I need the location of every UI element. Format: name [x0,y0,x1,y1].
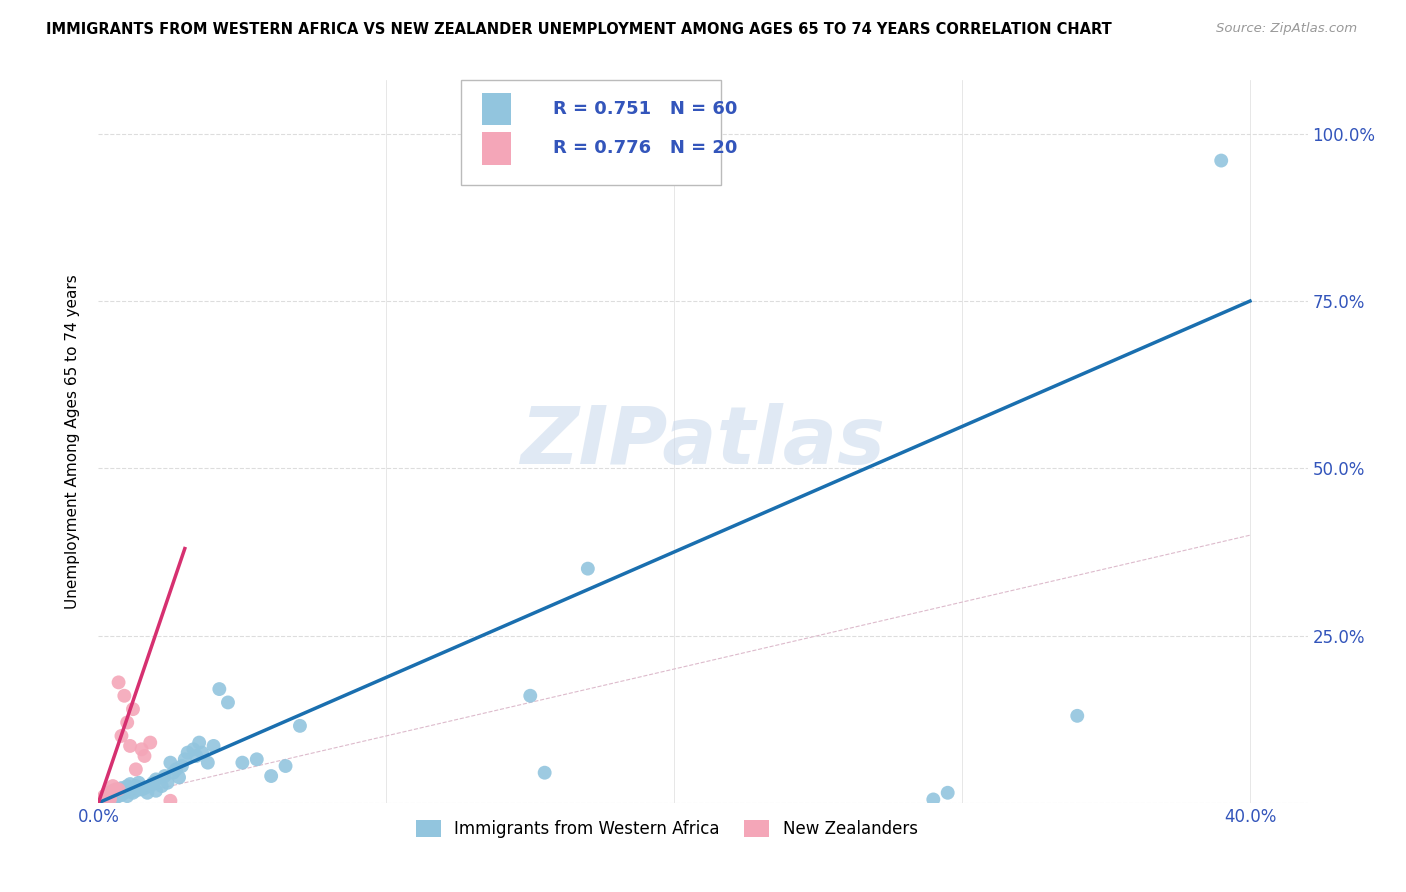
Point [104,782,127,797]
Point [128,776,150,790]
Point [197,756,219,770]
Point [202,739,225,753]
Point [98,792,121,806]
Point [131,782,153,797]
Point [96,790,118,805]
Legend: Immigrants from Western Africa, New Zealanders: Immigrants from Western Africa, New Zeal… [409,814,925,845]
Point [101,789,124,804]
Point [176,746,198,760]
Point [162,765,184,780]
Point [90,792,112,806]
Text: R = 0.751   N = 60: R = 0.751 N = 60 [553,100,737,118]
Point [173,752,195,766]
Point [107,782,129,797]
Point [98,792,121,806]
Point [101,784,124,798]
Point [153,769,176,783]
Point [115,779,138,793]
Text: IMMIGRANTS FROM WESTERN AFRICA VS NEW ZEALANDER UNEMPLOYMENT AMONG AGES 65 TO 74: IMMIGRANTS FROM WESTERN AFRICA VS NEW ZE… [46,22,1112,37]
Point [922,792,945,806]
Point [101,779,124,793]
Point [145,772,167,787]
Point [288,719,311,733]
Point [107,789,129,804]
Point [122,786,145,800]
Point [104,790,127,805]
Bar [482,93,510,125]
Point [936,786,959,800]
Point [145,784,167,798]
Point [156,776,179,790]
Point [110,781,132,796]
Point [104,786,127,800]
Point [122,781,145,796]
Bar [482,132,510,164]
Point [186,749,208,764]
Point [167,771,190,785]
Point [120,739,142,753]
Text: ZIPatlas: ZIPatlas [520,402,886,481]
Point [170,759,193,773]
Point [110,729,132,743]
Point [134,781,156,796]
Point [136,786,159,800]
Point [519,689,541,703]
Y-axis label: Unemployment Among Ages 65 to 74 years: Unemployment Among Ages 65 to 74 years [65,274,80,609]
Point [93,792,115,806]
Point [533,765,555,780]
Point [1066,708,1088,723]
Point [107,675,129,690]
Text: R = 0.776   N = 20: R = 0.776 N = 20 [553,139,737,157]
Point [139,735,162,749]
Point [93,789,115,804]
Point [122,702,145,716]
Point [115,715,138,730]
Point [159,794,181,808]
Point [246,752,269,766]
Point [576,562,599,576]
Point [183,742,205,756]
Point [231,756,253,770]
Point [112,689,135,703]
Point [260,769,283,783]
Point [120,777,142,791]
Point [142,776,165,790]
Point [131,742,153,756]
Point [98,789,121,804]
Point [125,779,148,793]
FancyBboxPatch shape [461,80,721,185]
Point [112,786,135,800]
Point [112,784,135,798]
Point [1211,153,1233,168]
Point [150,779,173,793]
Point [107,782,129,797]
Point [165,762,187,776]
Point [96,786,118,800]
Point [120,784,142,798]
Point [139,779,162,793]
Point [96,790,118,805]
Point [134,749,156,764]
Point [96,788,118,802]
Point [191,746,214,760]
Text: Source: ZipAtlas.com: Source: ZipAtlas.com [1216,22,1357,36]
Point [274,759,297,773]
Point [110,788,132,802]
Point [188,735,211,749]
Point [217,696,239,710]
Point [125,784,148,798]
Point [208,681,231,696]
Point [125,762,148,776]
Point [115,789,138,804]
Point [159,756,181,770]
